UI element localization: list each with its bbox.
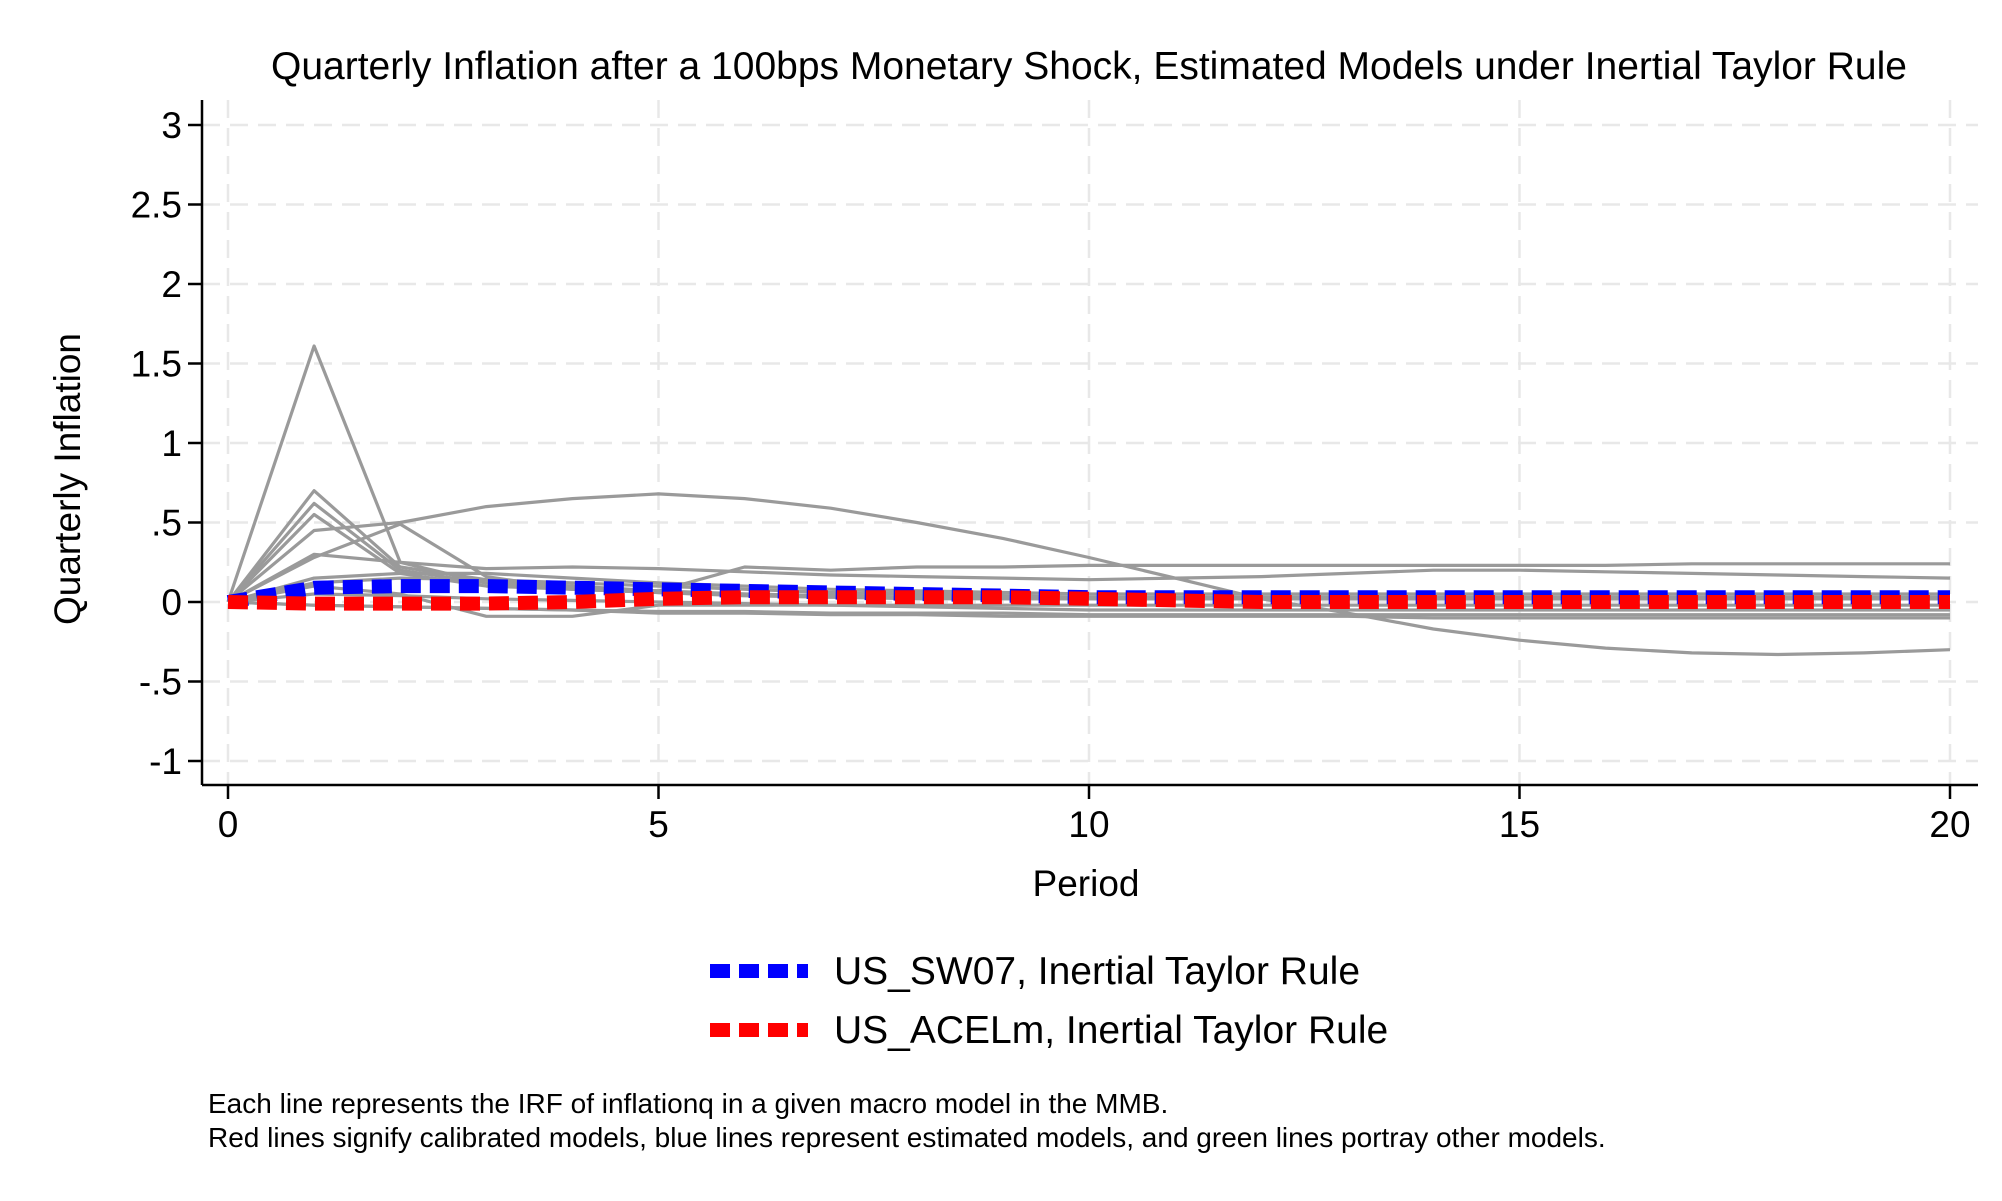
x-axis-label: Period (1033, 863, 1140, 904)
grid (202, 100, 1978, 785)
y-tick-label-8: 3 (161, 105, 182, 146)
x-tick-label-4: 20 (1929, 804, 1970, 845)
legend-label-1: US_ACELm, Inertial Taylor Rule (834, 1009, 1388, 1052)
background-series-line-12 (227, 592, 1950, 612)
background-series-line-5 (227, 552, 1951, 604)
y-tick-label-1: -.5 (139, 662, 182, 703)
y-tick-label-5: 1.5 (131, 344, 182, 385)
y-axis-label: Quarterly Inflation (47, 333, 88, 625)
legend: US_SW07, Inertial Taylor Rule US_ACELm, I… (710, 950, 1388, 1052)
background-series-group (226, 344, 1951, 657)
y-tick-label-6: 2 (161, 264, 182, 305)
chart-title: Quarterly Inflation after a 100bps Monet… (271, 45, 1907, 88)
legend-label-0: US_SW07, Inertial Taylor Rule (834, 950, 1360, 993)
y-tick-label-2: 0 (161, 582, 182, 623)
y-tick-label-3: .5 (151, 503, 182, 544)
x-tick-label-1: 5 (648, 804, 669, 845)
x-tick-label-3: 15 (1499, 804, 1540, 845)
highlighted-series-group (226, 579, 1950, 611)
x-tick-label-2: 10 (1068, 804, 1109, 845)
y-tick-label-0: -1 (149, 741, 182, 782)
x-tick-label-0: 0 (218, 804, 239, 845)
series-line-1 (227, 590, 1950, 611)
background-series-line-4 (226, 492, 1951, 657)
y-tick-label-7: 2.5 (131, 185, 182, 226)
axes: -1 -.5 0 .5 1 1.5 2 2.5 3 0 5 10 15 20 (131, 100, 1978, 845)
y-tick-label-4: 1 (161, 423, 182, 464)
background-series-line-11 (227, 600, 1950, 620)
footnote-line-2: Red lines signify calibrated models, blu… (208, 1122, 1606, 1153)
footnote-line-1: Each line represents the IRF of inflatio… (208, 1088, 1169, 1119)
